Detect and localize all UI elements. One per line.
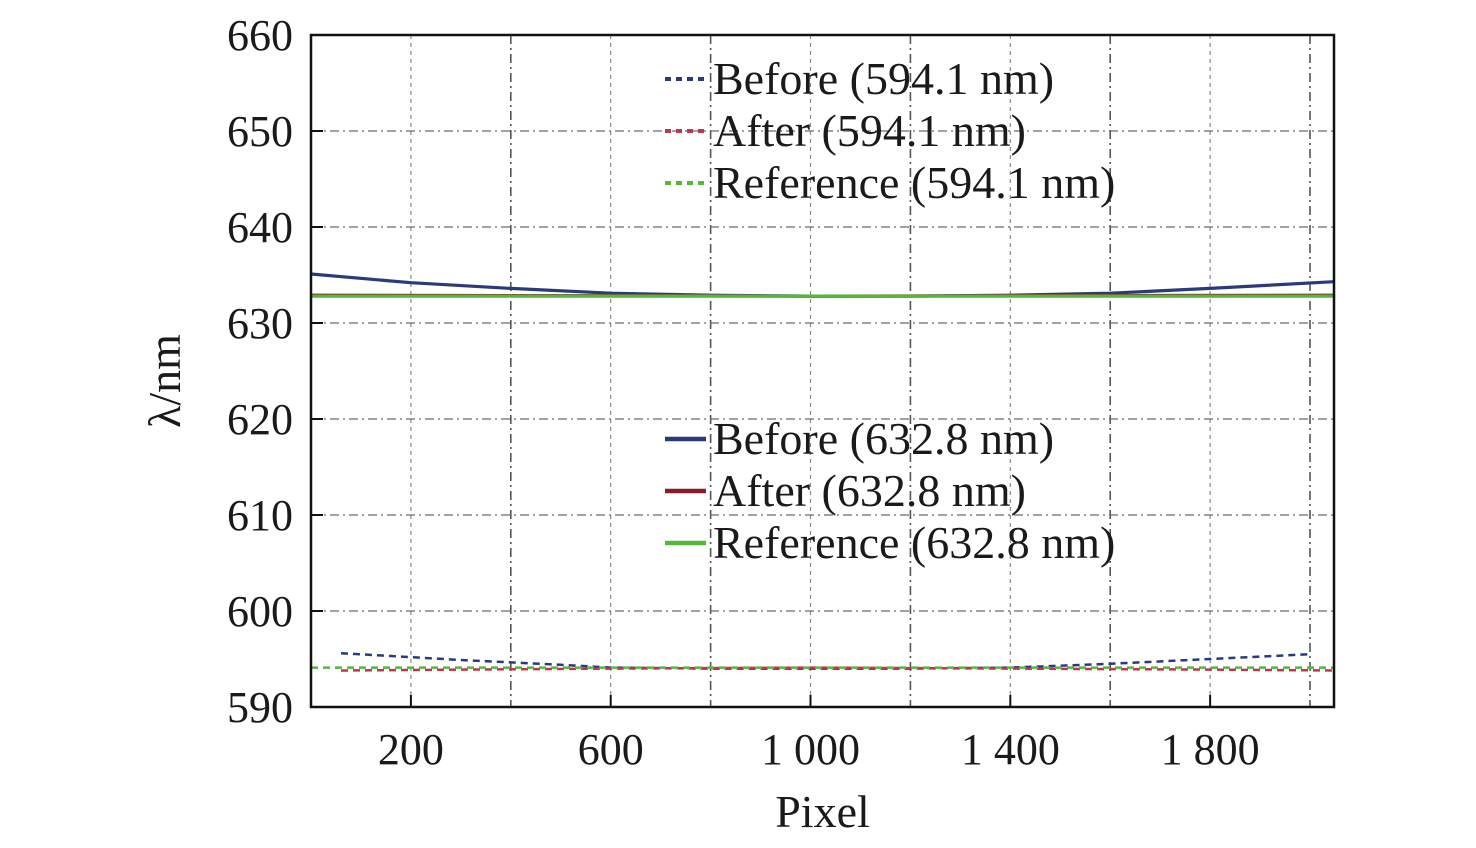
legend-entry: Reference (632.8 nm) — [713, 517, 1115, 568]
y-tick-label: 660 — [227, 11, 293, 60]
x-tick-label: 1 400 — [961, 725, 1060, 774]
x-tick-label: 600 — [578, 725, 644, 774]
legend-entry: After (632.8 nm) — [713, 465, 1026, 516]
x-tick-label: 1 800 — [1161, 725, 1260, 774]
y-tick-label: 620 — [227, 395, 293, 444]
y-tick-label: 610 — [227, 491, 293, 540]
grid — [311, 35, 1334, 707]
legend-entry: Reference (594.1 nm) — [713, 157, 1115, 208]
y-axis-label: λ/nm — [139, 334, 190, 428]
y-tick-label: 600 — [227, 587, 293, 636]
x-tick-label: 1 000 — [761, 725, 860, 774]
series — [310, 272, 1335, 672]
y-tick-label: 650 — [227, 107, 293, 156]
series-line — [340, 666, 1335, 672]
legend-entry: Before (632.8 nm) — [713, 413, 1054, 464]
legend: Before (594.1 nm)After (594.1 nm)Referen… — [665, 53, 1115, 568]
legend-entry: After (594.1 nm) — [713, 105, 1026, 156]
series-line — [310, 272, 1335, 298]
series-line — [340, 651, 1311, 670]
y-tick-label: 640 — [227, 203, 293, 252]
y-tick-label: 630 — [227, 299, 293, 348]
x-axis-label: Pixel — [775, 786, 870, 837]
plot-area-frame — [309, 33, 1336, 709]
axes: 590 600 610 620 630 640 650 660 200 600 1 000 1 400… — [227, 11, 1260, 774]
y-tick-label: 590 — [227, 683, 293, 732]
x-tick-label: 200 — [378, 725, 444, 774]
legend-entry: Before (594.1 nm) — [713, 53, 1054, 104]
